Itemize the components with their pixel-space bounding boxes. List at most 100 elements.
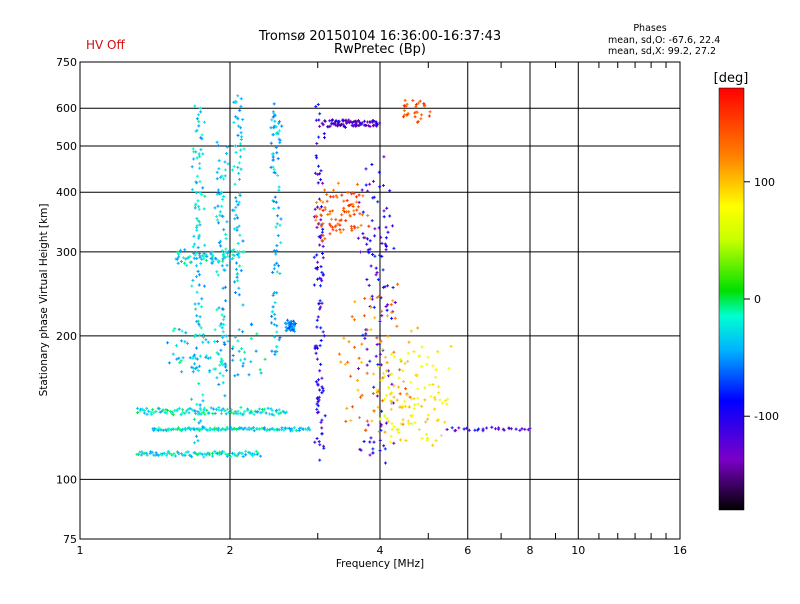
data-point: [368, 247, 372, 251]
data-point: [428, 110, 432, 114]
data-point: [192, 256, 196, 260]
data-point: [378, 319, 382, 323]
data-point: [188, 254, 192, 258]
data-point: [237, 255, 241, 259]
data-point: [390, 372, 394, 376]
data-point: [379, 363, 383, 367]
data-point: [377, 294, 381, 298]
data-point: [329, 217, 333, 221]
data-point: [274, 200, 278, 204]
data-point: [328, 222, 332, 226]
data-point: [225, 220, 229, 224]
data-point: [221, 307, 225, 311]
data-point: [177, 426, 180, 430]
data-point: [180, 370, 184, 374]
data-point: [198, 255, 202, 259]
data-point: [376, 200, 380, 204]
data-point: [287, 326, 291, 330]
data-point: [372, 372, 376, 376]
data-point: [320, 376, 324, 380]
data-point: [288, 426, 292, 430]
data-point: [367, 283, 371, 287]
y-axis-label: Stationary phase Virtual Height [km]: [38, 204, 50, 397]
data-point: [418, 354, 422, 358]
data-point: [233, 374, 237, 378]
data-point: [293, 324, 296, 328]
data-point: [193, 367, 197, 371]
data-point: [193, 333, 197, 337]
data-point: [200, 297, 204, 301]
data-point: [275, 291, 279, 295]
data-point: [238, 192, 242, 196]
data-point: [222, 323, 226, 326]
data-point: [378, 185, 382, 189]
data-point: [259, 454, 262, 458]
data-point: [319, 265, 323, 269]
grid-lines: [80, 62, 680, 539]
data-point: [336, 124, 339, 128]
data-point: [149, 412, 153, 416]
data-point: [390, 316, 394, 320]
data-point: [320, 432, 324, 436]
data-point: [467, 428, 471, 432]
data-point: [209, 252, 213, 256]
data-point: [278, 141, 282, 145]
data-point: [315, 201, 319, 204]
data-point: [208, 356, 212, 360]
data-point: [239, 411, 242, 415]
data-point: [178, 361, 182, 365]
data-point: [271, 293, 275, 297]
data-point: [358, 447, 362, 451]
data-point: [334, 229, 338, 233]
data-point: [365, 419, 369, 423]
data-point: [391, 224, 394, 228]
data-point: [412, 350, 416, 354]
data-point: [462, 427, 466, 431]
data-point: [216, 273, 220, 277]
data-point: [259, 371, 263, 375]
data-point: [316, 315, 320, 319]
data-point: [358, 250, 362, 254]
data-point: [198, 223, 202, 227]
data-point: [277, 408, 281, 412]
data-point: [190, 165, 194, 169]
data-point: [277, 412, 281, 416]
data-point: [177, 406, 181, 410]
y-tick-label: 75: [63, 533, 77, 546]
data-point: [381, 184, 385, 187]
data-point: [188, 406, 192, 410]
data-point: [204, 338, 208, 342]
data-point: [223, 168, 227, 172]
data-point: [350, 315, 354, 319]
data-point: [210, 257, 214, 261]
data-point: [370, 219, 374, 223]
data-point: [370, 294, 374, 298]
data-point: [225, 145, 229, 149]
data-point: [351, 405, 354, 409]
data-point: [147, 409, 150, 413]
data-point: [172, 452, 176, 456]
data-point: [247, 428, 251, 432]
data-point: [433, 396, 437, 400]
data-point: [383, 355, 387, 359]
data-point: [428, 383, 431, 387]
data-point: [275, 244, 279, 248]
data-point: [196, 219, 200, 223]
data-point: [236, 165, 240, 169]
data-point: [321, 227, 325, 231]
data-point: [165, 453, 169, 457]
chart-title-line1: Tromsø 20150104 16:36:00-16:37:43: [258, 29, 501, 44]
data-point: [198, 273, 201, 277]
data-point: [209, 406, 213, 410]
data-point: [272, 413, 276, 417]
data-point: [385, 393, 389, 397]
data-point: [195, 226, 199, 230]
data-point: [273, 301, 277, 305]
data-point: [416, 387, 420, 391]
data-point: [418, 99, 422, 103]
data-point: [416, 402, 420, 406]
data-point: [367, 224, 371, 228]
data-point: [319, 420, 323, 424]
data-point: [186, 408, 190, 411]
data-point: [319, 169, 323, 173]
